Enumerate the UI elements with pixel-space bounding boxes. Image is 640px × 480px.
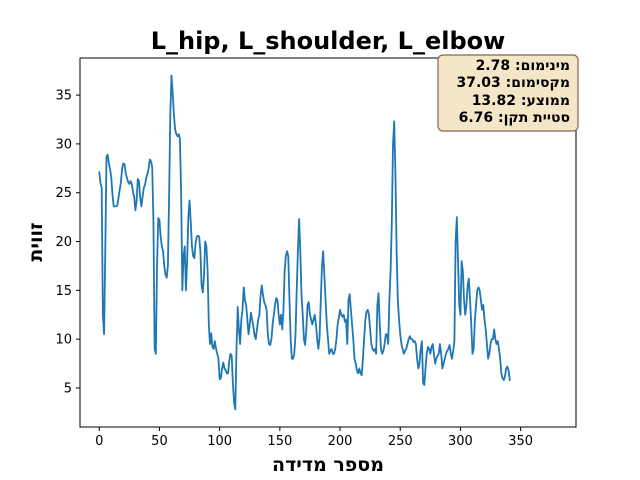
x-tick-label: 0 [95,434,103,449]
y-tick-label: 20 [55,235,72,250]
x-tick-label: 300 [448,434,473,449]
x-tick-label: 350 [508,434,533,449]
y-tick-label: 35 [55,89,72,104]
x-axis-label: מספר מדידה [272,454,384,476]
y-tick-label: 30 [55,137,72,152]
y-tick-label: 5 [64,381,72,396]
y-axis-label: זווית [25,222,47,261]
stats-box-background [437,54,579,132]
stats-box: מינימום: 2.78 מקסימום: 37.03 ממוצע: 13.8… [437,54,579,132]
chart-title: L_hip, L_shoulder, L_elbow [151,27,506,55]
stats-mean: ממוצע: 13.82 [472,93,570,109]
x-tick-label: 250 [388,434,413,449]
y-tick-label: 15 [55,284,72,299]
x-axis-ticks: 0 50 100 150 200 250 300 350 [95,427,533,449]
stats-max: מקסימום: 37.03 [456,75,570,91]
x-tick-label: 50 [151,434,168,449]
series-layer [98,74,511,411]
y-axis-ticks: 5 10 15 20 25 30 35 [55,89,80,396]
y-tick-label: 10 [55,333,72,348]
x-tick-label: 150 [267,434,292,449]
plot-border [79,57,577,428]
y-tick-label: 25 [55,186,72,201]
x-tick-label: 200 [328,434,353,449]
series-line [98,74,511,411]
stats-min: מינימום: 2.78 [476,58,570,74]
stats-std: סטיית תקן: 6.76 [459,110,570,126]
x-tick-label: 100 [207,434,232,449]
